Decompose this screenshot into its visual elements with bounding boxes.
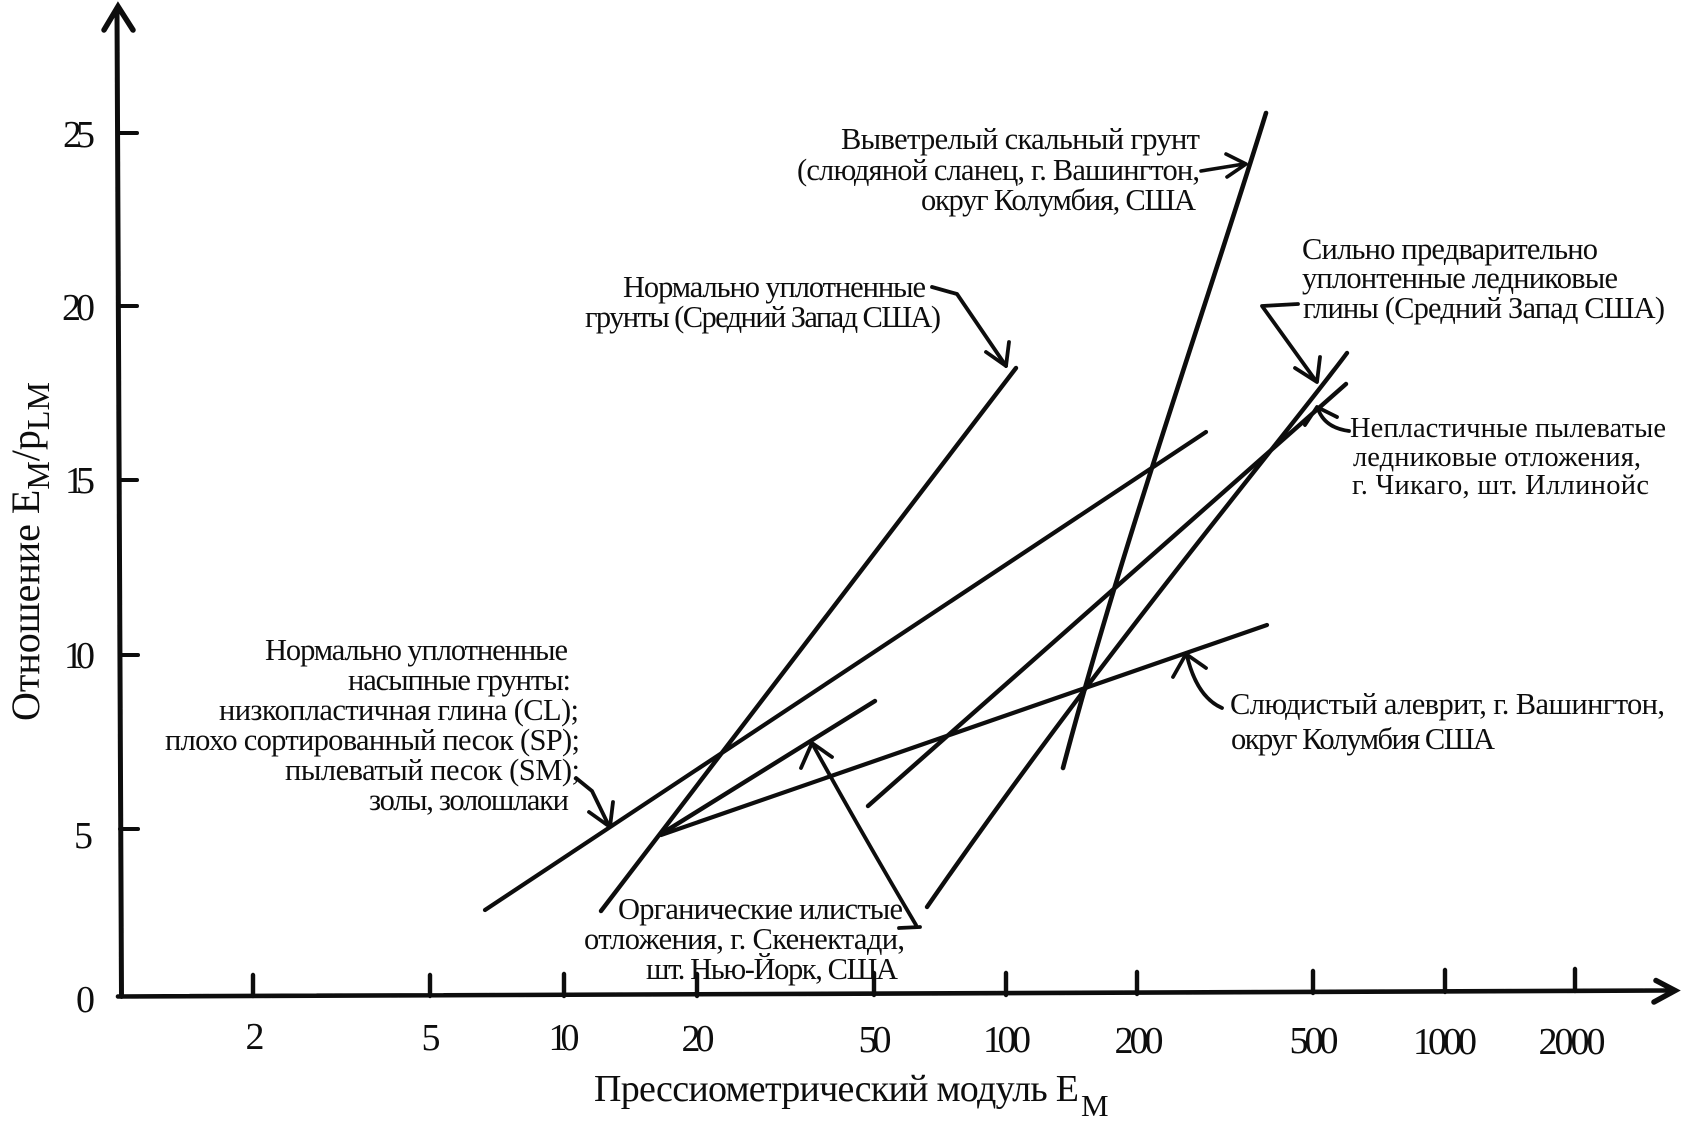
- svg-text:округ Колумбия, США: округ Колумбия, США: [921, 183, 1196, 217]
- svg-text:плохо сортированный песок (SP): плохо сортированный песок (SP);: [165, 723, 580, 757]
- svg-text:Прессиометрический модуль Е: Прессиометрический модуль Е: [594, 1068, 1079, 1110]
- svg-text:г. Чикаго, шт. Иллинойс: г. Чикаго, шт. Иллинойс: [1352, 470, 1649, 501]
- svg-text:10: 10: [549, 1017, 580, 1059]
- svg-text:1000: 1000: [1413, 1021, 1477, 1063]
- svg-text:глины (Средний Запад США): глины (Средний Запад США): [1303, 291, 1665, 325]
- svg-text:Выветрелый скальный грунт: Выветрелый скальный грунт: [841, 122, 1200, 156]
- svg-text:ледниковые отложения,: ледниковые отложения,: [1353, 442, 1641, 473]
- svg-text:Нормально уплотненные: Нормально уплотненные: [623, 270, 926, 304]
- svg-text:Слюдистый алеврит, г. Вашингто: Слюдистый алеврит, г. Вашингтон,: [1230, 687, 1665, 721]
- svg-text:200: 200: [1115, 1020, 1164, 1062]
- svg-text:насыпные грунты:: насыпные грунты:: [348, 663, 571, 697]
- svg-text:М: М: [1081, 1088, 1109, 1123]
- svg-text:0: 0: [76, 979, 95, 1021]
- svg-text:25: 25: [63, 114, 95, 156]
- svg-text:50: 50: [859, 1019, 892, 1061]
- svg-text:2000: 2000: [1539, 1021, 1606, 1063]
- svg-text:пылеватый песок (SM);: пылеватый песок (SM);: [285, 753, 580, 787]
- svg-text:2: 2: [246, 1016, 265, 1058]
- svg-text:Сильно предварительно: Сильно предварительно: [1302, 232, 1598, 266]
- svg-text:20: 20: [682, 1018, 715, 1060]
- svg-text:уплонтенные ледниковые: уплонтенные ледниковые: [1302, 261, 1618, 295]
- svg-text:Непластичные пылеватые: Непластичные пылеватые: [1350, 413, 1666, 444]
- svg-text:Органические илистые: Органические илистые: [618, 892, 903, 926]
- svg-text:10: 10: [64, 635, 95, 677]
- svg-text:округ Колумбия США: округ Колумбия США: [1231, 722, 1495, 756]
- svg-text:5: 5: [422, 1017, 441, 1059]
- svg-text:500: 500: [1290, 1020, 1339, 1062]
- svg-text:шт. Нью-Йорк, США: шт. Нью-Йорк, США: [646, 952, 898, 986]
- svg-text:отложения, г. Скенектади,: отложения, г. Скенектади,: [584, 922, 905, 956]
- svg-text:100: 100: [983, 1019, 1031, 1061]
- svg-text:20: 20: [62, 287, 95, 329]
- svg-text:(слюдяной сланец, г. Вашингтон: (слюдяной сланец, г. Вашингтон,: [797, 153, 1200, 187]
- svg-text:золы, золошлаки: золы, золошлаки: [369, 783, 569, 817]
- svg-text:Отношение ЕМ/рLM: Отношение ЕМ/рLM: [3, 382, 56, 721]
- svg-text:Нормально уплотненные: Нормально уплотненные: [265, 633, 568, 667]
- svg-text:15: 15: [65, 460, 95, 502]
- svg-text:5: 5: [74, 815, 93, 857]
- svg-text:низкопластичная глина (CL);: низкопластичная глина (CL);: [219, 693, 579, 727]
- svg-text:грунты (Средний Запад США): грунты (Средний Запад США): [585, 300, 941, 334]
